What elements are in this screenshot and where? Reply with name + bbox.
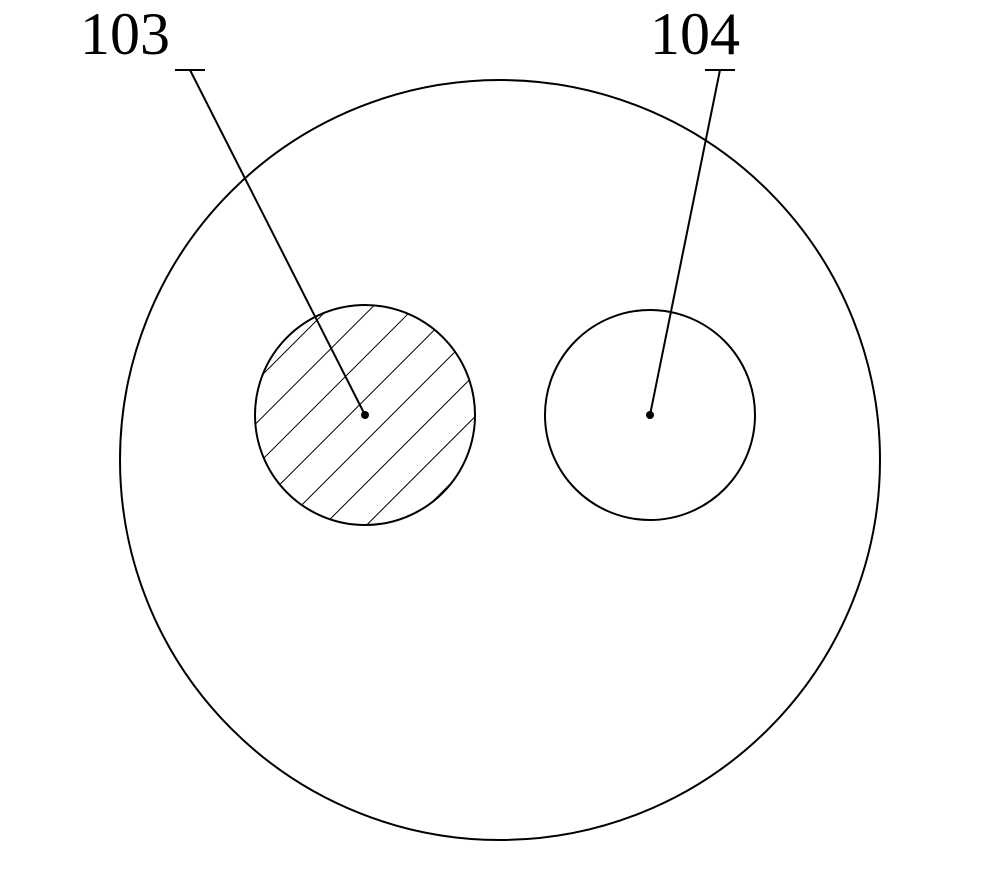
- label-104: 104: [650, 0, 740, 69]
- outer-circle: [120, 80, 880, 840]
- diagram-container: 103 104: [0, 0, 1000, 871]
- leader-line-104: [650, 70, 735, 415]
- diagram-svg: [0, 0, 1000, 871]
- label-103: 103: [80, 0, 170, 69]
